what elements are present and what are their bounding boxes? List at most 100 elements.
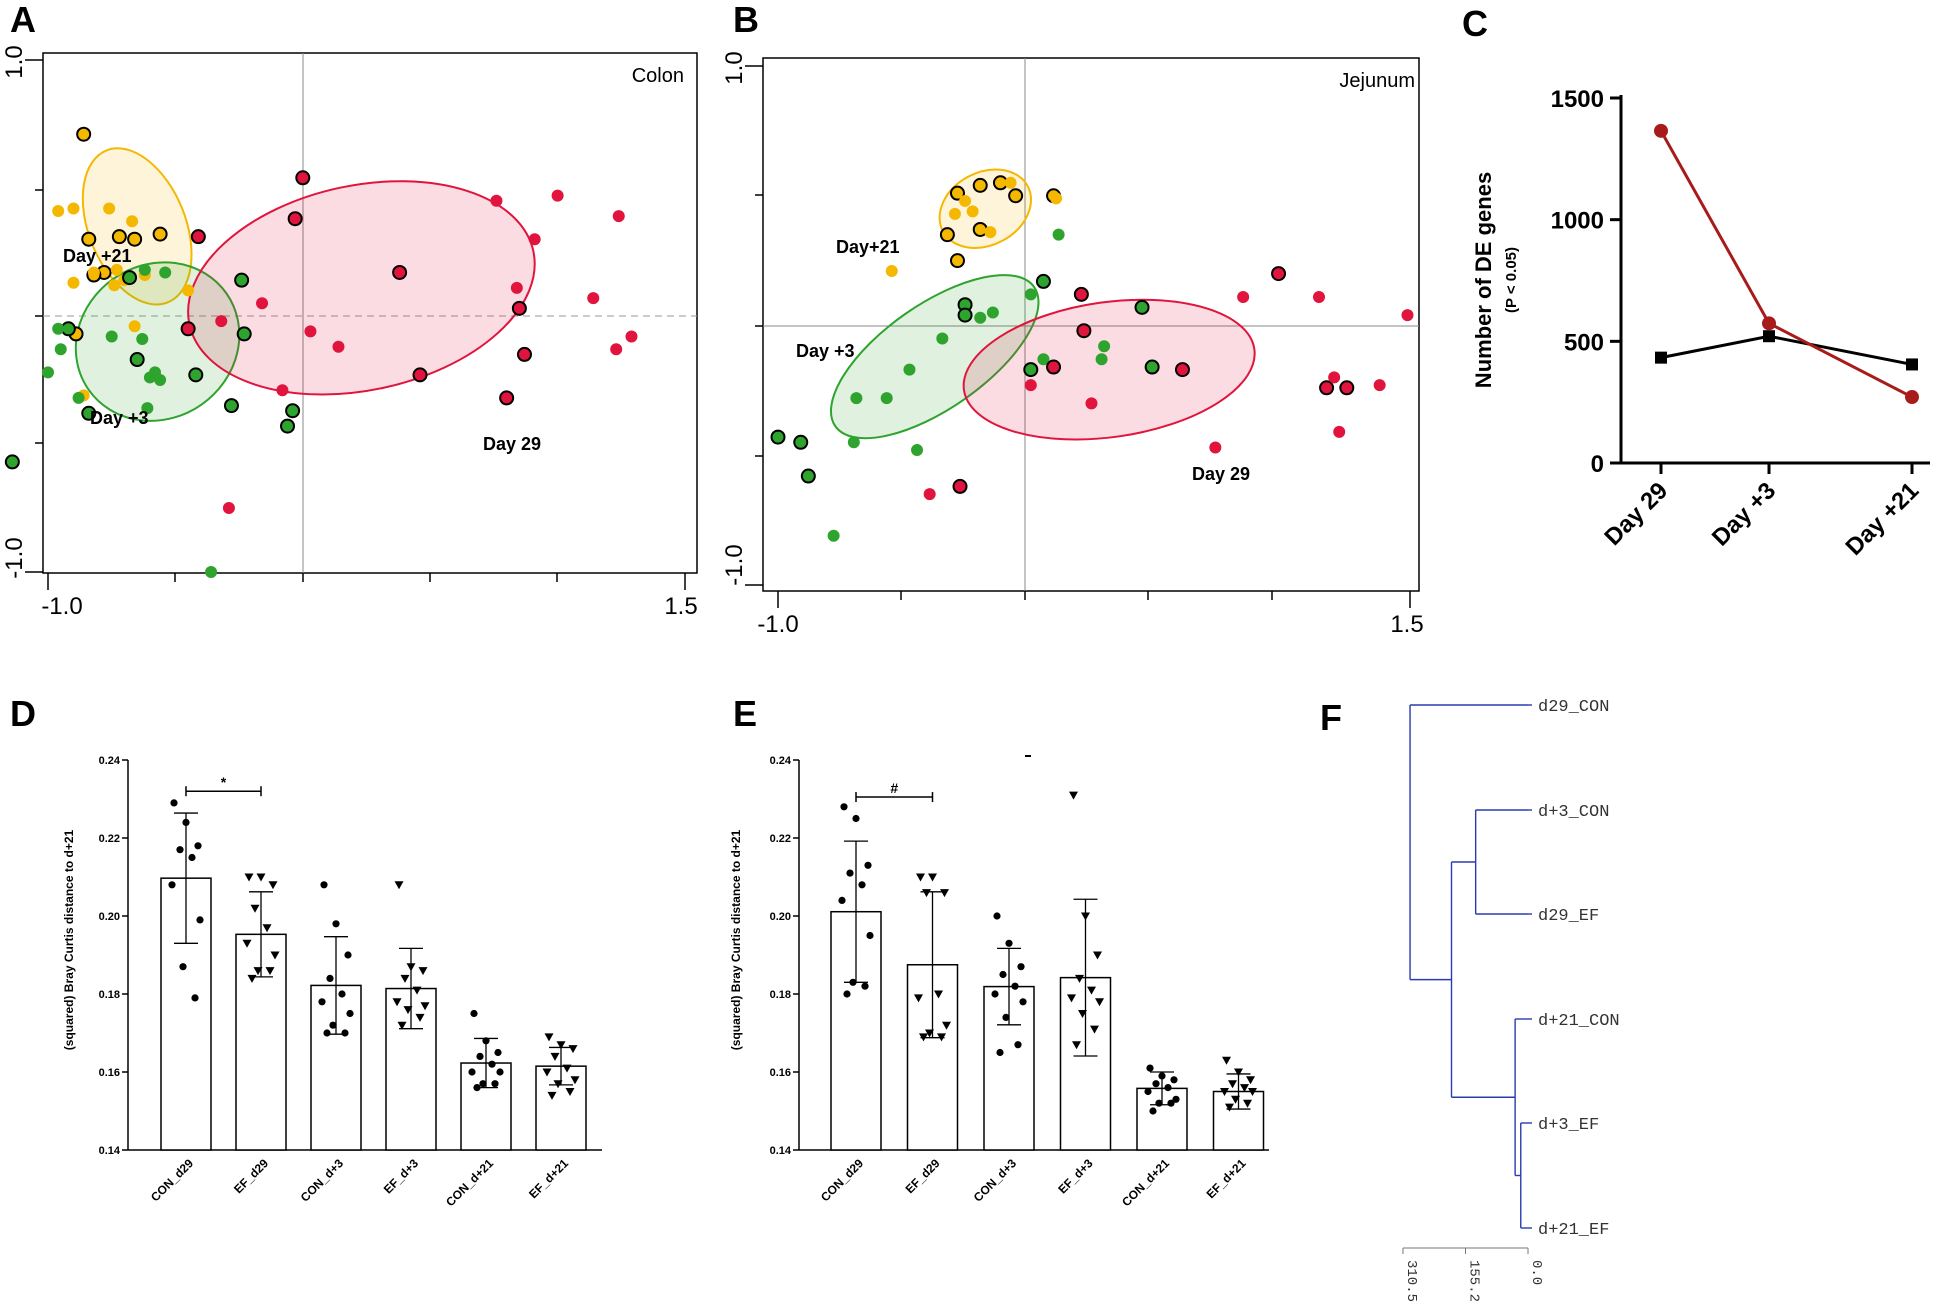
panel-a-point-day3-31 <box>280 418 296 434</box>
panel-e-xtick-label-4: CON_d+21 <box>1119 1156 1172 1209</box>
panel-a-point-day3-27 <box>236 326 252 342</box>
panel-c-xtick-label-2: Day +21 <box>1841 477 1925 561</box>
panel-b-point-day21-6 <box>939 227 955 243</box>
panel-b-point-day21-1 <box>972 177 988 193</box>
panel-a-point-day29-55 <box>215 315 228 328</box>
panel-a-point-day3-29 <box>188 367 204 383</box>
panel-e-point-1-4 <box>934 990 943 999</box>
panel-c-xtick-label-0: Day 29 <box>1599 477 1673 551</box>
panel-d-point-1-3 <box>250 904 260 913</box>
panel-b-jejunum-pca: 1.0 -1.0 -1.0 1.5 Jejunum Day+21 Day +3 … <box>721 51 1424 638</box>
panel-a-point-day29-59 <box>490 194 503 207</box>
panel-b-point-day3-31 <box>911 444 924 457</box>
panel-b-point-day3-17 <box>1035 273 1051 289</box>
panel-b-point-day29-45 <box>952 478 968 494</box>
panel-label-b: B <box>733 0 759 40</box>
panel-a-point-day3-23 <box>122 270 138 286</box>
panel-d-ytick-label-3: 0.20 <box>99 911 120 923</box>
panel-b-point-day21-10 <box>966 205 979 218</box>
panel-d-point-4-8 <box>491 1080 499 1088</box>
panel-d-point-5-7 <box>553 1080 563 1089</box>
panel-e-point-1-1 <box>928 873 937 882</box>
panel-e-point-3-4 <box>1087 986 1096 995</box>
panel-a-point-day21-5 <box>111 229 127 245</box>
panel-a-point-day3-33 <box>54 343 67 356</box>
panel-e-point-3-2 <box>1093 951 1102 960</box>
panel-e-point-2-4 <box>1011 982 1019 990</box>
panel-d-point-3-8 <box>415 1013 425 1022</box>
panel-d-ytick-label-0: 0.14 <box>99 1145 121 1157</box>
panel-d-point-4-0 <box>470 1009 478 1018</box>
panel-a-point-day29-58 <box>276 384 289 397</box>
panel-e-bars: 0.14 0.16 0.18 0.20 0.22 0.24 CON_d29 EF_d29 CON… <box>770 755 1269 1209</box>
panel-b-point-day3-18 <box>1023 362 1039 378</box>
panel-b-point-day29-40 <box>1076 323 1092 339</box>
panel-label-f: F <box>1320 697 1342 738</box>
panel-e-point-5-6 <box>1248 1088 1257 1096</box>
panel-d-point-0-1 <box>182 818 190 827</box>
panel-f-dendrogram: d29_CON d+3_CON d29_EF d+21_CON d+3_EF d+21_E… <box>1402 698 1620 1302</box>
panel-a-point-day21-6 <box>152 226 168 242</box>
panel-a-point-day3-37 <box>136 333 149 346</box>
panel-c-de-genes: 0 500 1000 1500 Day 29 Day +3 Day +21 Number … <box>1471 86 1930 561</box>
panel-b-point-day29-49 <box>1401 309 1414 322</box>
panel-d-point-2-0 <box>320 881 328 889</box>
panel-d-xtick-label-0: CON_d29 <box>148 1156 196 1204</box>
panel-b-ellipses <box>829 168 1256 441</box>
panel-f-scale-label-1: 155.2 <box>1466 1260 1482 1302</box>
panel-d-point-3-7 <box>403 1006 413 1015</box>
panel-e-ytick-label-2: 0.18 <box>770 989 791 1001</box>
panel-a-colon-pca: 1.0 -1.0 -1.0 1.5 Colon Day +21 Day +3 D… <box>1 45 698 620</box>
panel-e-point-2-0 <box>993 912 1001 920</box>
panel-d-point-3-0 <box>394 881 404 890</box>
panel-b-point-day29-50 <box>1373 379 1386 392</box>
panel-a-point-day3-39 <box>143 371 156 384</box>
panel-d-point-0-5 <box>168 881 176 889</box>
panel-e-point-5-7 <box>1231 1095 1240 1104</box>
panel-a-point-day21-13 <box>87 266 100 279</box>
panel-e-ytick-label-1: 0.16 <box>770 1067 791 1079</box>
panel-c-point-black-squares-2 <box>1906 358 1918 371</box>
panel-d-ytick-label-2: 0.18 <box>99 989 120 1001</box>
panel-f-leaves: d29_CON d+3_CON d29_EF d+21_CON d+3_EF d+21_E… <box>1528 698 1620 1240</box>
panel-c-xticks: Day 29 Day +3 Day +21 <box>1599 463 1924 561</box>
panel-a-point-day29-56 <box>304 325 317 338</box>
panel-d-ytick-label-1: 0.16 <box>99 1067 120 1079</box>
panel-d-point-4-2 <box>494 1048 502 1057</box>
panel-b-point-day3-35 <box>1098 340 1111 353</box>
panel-d-point-3-6 <box>420 1002 430 1011</box>
panel-b-label-day29: Day 29 <box>1192 464 1250 484</box>
panel-d-xtick-label-5: EF_d+21 <box>526 1156 571 1201</box>
panel-e-point-5-3 <box>1228 1080 1237 1089</box>
panel-d-sig-label: * <box>221 774 227 790</box>
panel-d-point-0-0 <box>170 799 178 807</box>
panel-e-point-0-0 <box>840 803 848 811</box>
panel-b-point-day3-34 <box>1095 353 1108 366</box>
panel-a-point-day29-52 <box>511 300 527 316</box>
panel-b-point-day3-24 <box>1052 228 1065 241</box>
panel-e-point-2-5 <box>991 990 999 998</box>
panel-e-point-4-9 <box>1149 1107 1157 1115</box>
panel-d-point-2-1 <box>332 920 340 928</box>
panel-c-xtick-label-1: Day +3 <box>1707 477 1781 551</box>
panel-b-point-day3-23 <box>1024 288 1037 301</box>
panel-a-point-day29-46 <box>287 211 303 227</box>
panel-a-xtick-right: 1.5 <box>664 593 697 620</box>
panel-a-point-day21-17 <box>67 276 80 289</box>
panel-a-point-day3-22 <box>52 322 65 335</box>
panel-a-point-day29-54 <box>256 297 269 310</box>
panel-e-point-3-7 <box>1078 1010 1087 1018</box>
panel-b-point-day29-41 <box>1046 359 1062 375</box>
panel-d-point-0-6 <box>196 916 204 924</box>
panel-b-point-day3-33 <box>1037 353 1050 366</box>
panel-a-point-day3-24 <box>129 352 145 368</box>
panel-b-point-day29-47 <box>1312 290 1325 303</box>
panel-e-point-4-6 <box>1172 1095 1180 1103</box>
panel-e-point-0-1 <box>852 814 860 823</box>
panel-b-point-day3-21 <box>793 434 809 450</box>
panel-c-point-red-circles-0 <box>1654 123 1668 138</box>
panel-b-ellipse-day21 <box>938 168 1033 249</box>
panel-d-point-1-5 <box>242 939 252 948</box>
panel-d-point-5-8 <box>565 1088 575 1096</box>
panel-a-point-day3-25 <box>81 405 97 421</box>
